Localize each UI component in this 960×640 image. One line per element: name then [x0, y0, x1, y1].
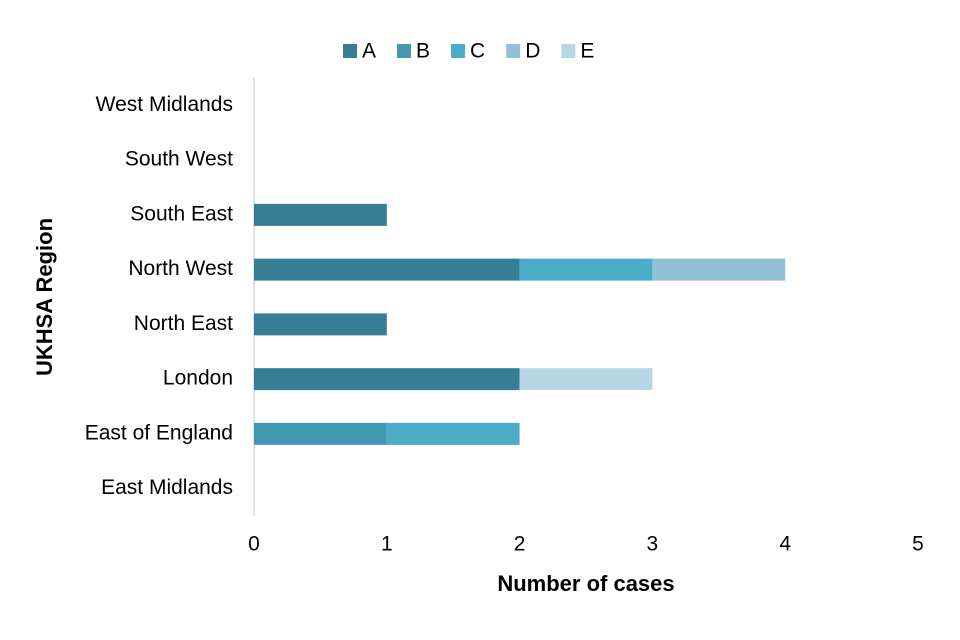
x-tick-label: 0 — [248, 533, 260, 556]
bar-segment — [386, 422, 520, 445]
y-tick-label: East Midlands — [101, 476, 233, 499]
bar-segment — [254, 422, 387, 445]
bar-segment — [519, 258, 653, 281]
legend-label: E — [580, 40, 594, 63]
legend-label: C — [470, 40, 485, 63]
bar-segment — [652, 258, 786, 281]
y-axis-title: UKHSA Region — [32, 218, 57, 376]
bar-segment — [254, 313, 387, 336]
x-axis-title: Number of cases — [497, 571, 674, 596]
bar-segment — [519, 368, 653, 391]
legend-label: A — [362, 40, 376, 63]
legend-swatch — [451, 44, 466, 58]
y-tick-label: South East — [130, 202, 233, 225]
y-tick-label: North West — [128, 257, 233, 280]
y-tick-label: East of England — [85, 421, 233, 444]
y-tick-label: London — [163, 367, 233, 390]
y-tick-label: South West — [125, 148, 233, 171]
legend-swatch — [343, 44, 357, 58]
y-tick-label: North East — [134, 312, 233, 335]
y-tick-label: West Midlands — [96, 93, 233, 116]
bar-segment — [254, 258, 520, 281]
legend-label: D — [525, 40, 540, 63]
legend-swatch — [561, 44, 576, 58]
x-tick-label: 1 — [381, 533, 393, 556]
legend-swatch — [397, 44, 412, 58]
x-tick-label: 4 — [779, 533, 791, 556]
x-tick-label: 3 — [647, 533, 659, 556]
bar-segment — [254, 368, 520, 391]
legend-swatch — [506, 44, 521, 58]
x-tick-label: 5 — [912, 533, 924, 556]
legend-label: B — [416, 40, 430, 63]
bar-segment — [254, 203, 387, 226]
x-tick-label: 2 — [514, 533, 526, 556]
